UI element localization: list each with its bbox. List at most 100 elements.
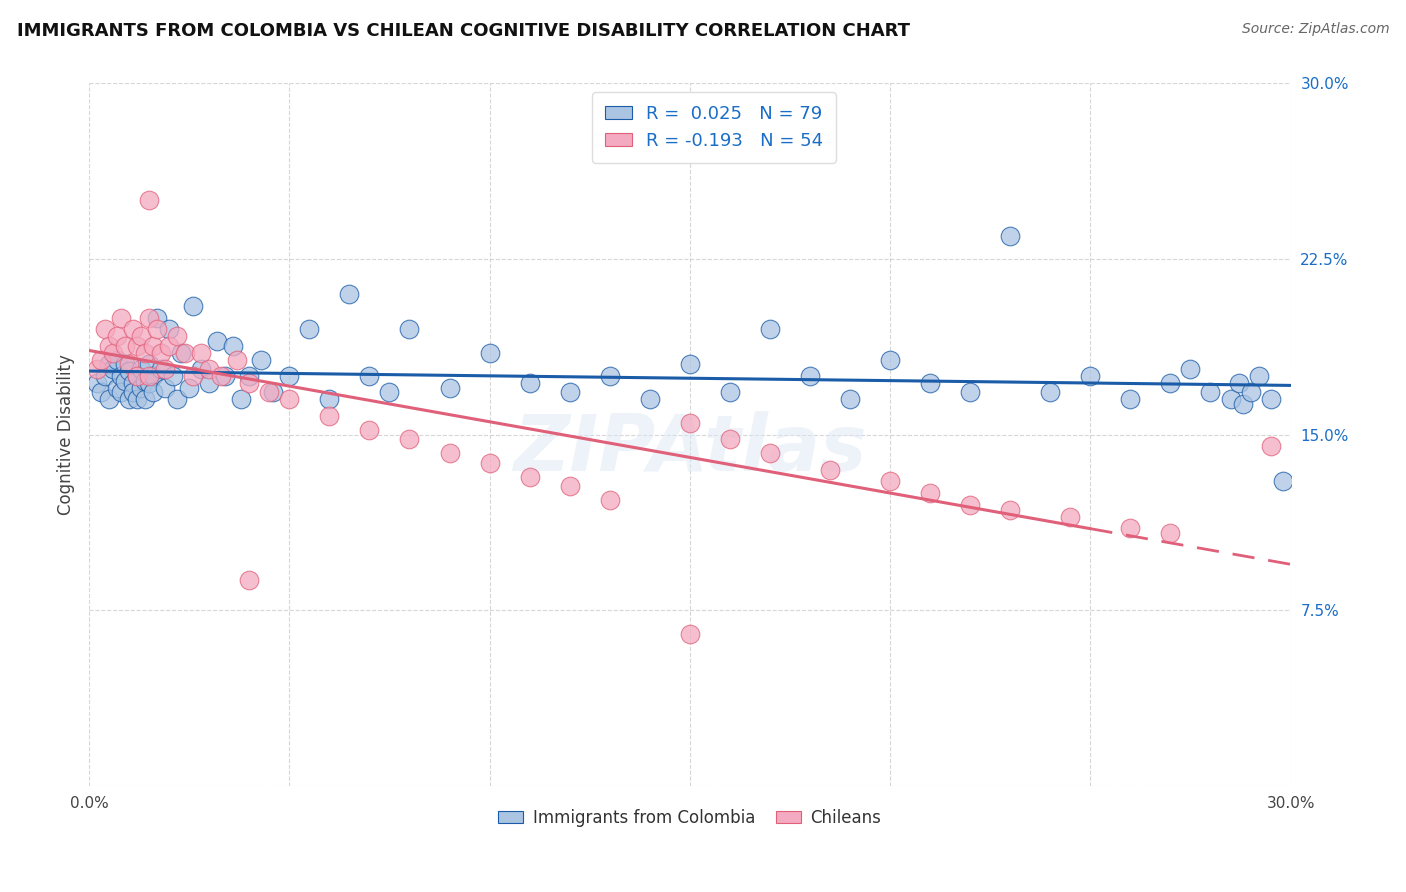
Point: [142, 338, 165, 352]
Point: [679, 626, 702, 640]
Point: [198, 362, 221, 376]
Y-axis label: Cognitive Disability: Cognitive Disability: [58, 354, 75, 515]
Point: [98, 392, 121, 407]
Point: [101, 362, 124, 376]
Point: [127, 392, 149, 407]
Point: [1219, 392, 1241, 407]
Point: [478, 456, 501, 470]
Point: [166, 329, 188, 343]
Text: IMMIGRANTS FROM COLOMBIA VS CHILEAN COGNITIVE DISABILITY CORRELATION CHART: IMMIGRANTS FROM COLOMBIA VS CHILEAN COGN…: [17, 22, 910, 40]
Point: [839, 392, 862, 407]
Point: [127, 338, 149, 352]
Point: [298, 322, 321, 336]
Point: [110, 369, 132, 384]
Point: [278, 392, 301, 407]
Point: [1199, 385, 1222, 400]
Point: [262, 385, 284, 400]
Point: [138, 194, 160, 208]
Point: [114, 374, 136, 388]
Point: [679, 416, 702, 430]
Point: [398, 322, 420, 336]
Point: [129, 381, 152, 395]
Point: [209, 369, 232, 384]
Point: [129, 362, 152, 376]
Point: [114, 357, 136, 371]
Point: [86, 376, 108, 390]
Point: [94, 322, 117, 336]
Point: [86, 362, 108, 376]
Point: [519, 376, 541, 390]
Point: [1239, 385, 1261, 400]
Point: [190, 362, 212, 376]
Point: [718, 385, 741, 400]
Point: [98, 338, 121, 352]
Point: [359, 369, 381, 384]
Point: [214, 369, 236, 384]
Point: [231, 392, 253, 407]
Point: [179, 381, 201, 395]
Point: [181, 369, 204, 384]
Point: [90, 385, 112, 400]
Point: [259, 385, 281, 400]
Point: [1039, 385, 1062, 400]
Point: [250, 352, 273, 367]
Point: [359, 423, 381, 437]
Point: [142, 369, 165, 384]
Point: [1059, 509, 1081, 524]
Point: [129, 329, 152, 343]
Point: [398, 432, 420, 446]
Point: [558, 479, 581, 493]
Point: [1227, 376, 1250, 390]
Point: [146, 310, 169, 325]
Point: [101, 345, 124, 359]
Point: [599, 369, 621, 384]
Point: [118, 364, 141, 378]
Point: [153, 362, 176, 376]
Point: [170, 345, 193, 359]
Point: [1260, 439, 1282, 453]
Point: [157, 322, 180, 336]
Point: [105, 381, 128, 395]
Point: [318, 392, 340, 407]
Point: [127, 369, 149, 384]
Point: [90, 352, 112, 367]
Point: [198, 376, 221, 390]
Legend: Immigrants from Colombia, Chileans: Immigrants from Colombia, Chileans: [492, 802, 889, 834]
Point: [318, 409, 340, 423]
Point: [759, 446, 782, 460]
Point: [439, 446, 461, 460]
Point: [150, 362, 173, 376]
Point: [98, 357, 121, 371]
Point: [142, 385, 165, 400]
Point: [122, 385, 145, 400]
Text: Source: ZipAtlas.com: Source: ZipAtlas.com: [1241, 22, 1389, 37]
Point: [94, 369, 117, 384]
Point: [519, 469, 541, 483]
Point: [1000, 228, 1022, 243]
Point: [638, 392, 661, 407]
Point: [599, 493, 621, 508]
Point: [181, 299, 204, 313]
Point: [818, 463, 841, 477]
Point: [1180, 362, 1202, 376]
Point: [378, 385, 401, 400]
Point: [162, 369, 184, 384]
Point: [118, 357, 141, 371]
Point: [110, 385, 132, 400]
Point: [238, 369, 260, 384]
Point: [1159, 525, 1181, 540]
Point: [122, 376, 145, 390]
Point: [879, 475, 901, 489]
Point: [879, 352, 901, 367]
Point: [226, 352, 249, 367]
Point: [959, 385, 981, 400]
Point: [174, 345, 197, 359]
Point: [138, 310, 160, 325]
Text: ZIPAtlas: ZIPAtlas: [513, 410, 866, 487]
Point: [1078, 369, 1101, 384]
Point: [138, 357, 160, 371]
Point: [439, 381, 461, 395]
Point: [478, 345, 501, 359]
Point: [105, 329, 128, 343]
Point: [146, 322, 169, 336]
